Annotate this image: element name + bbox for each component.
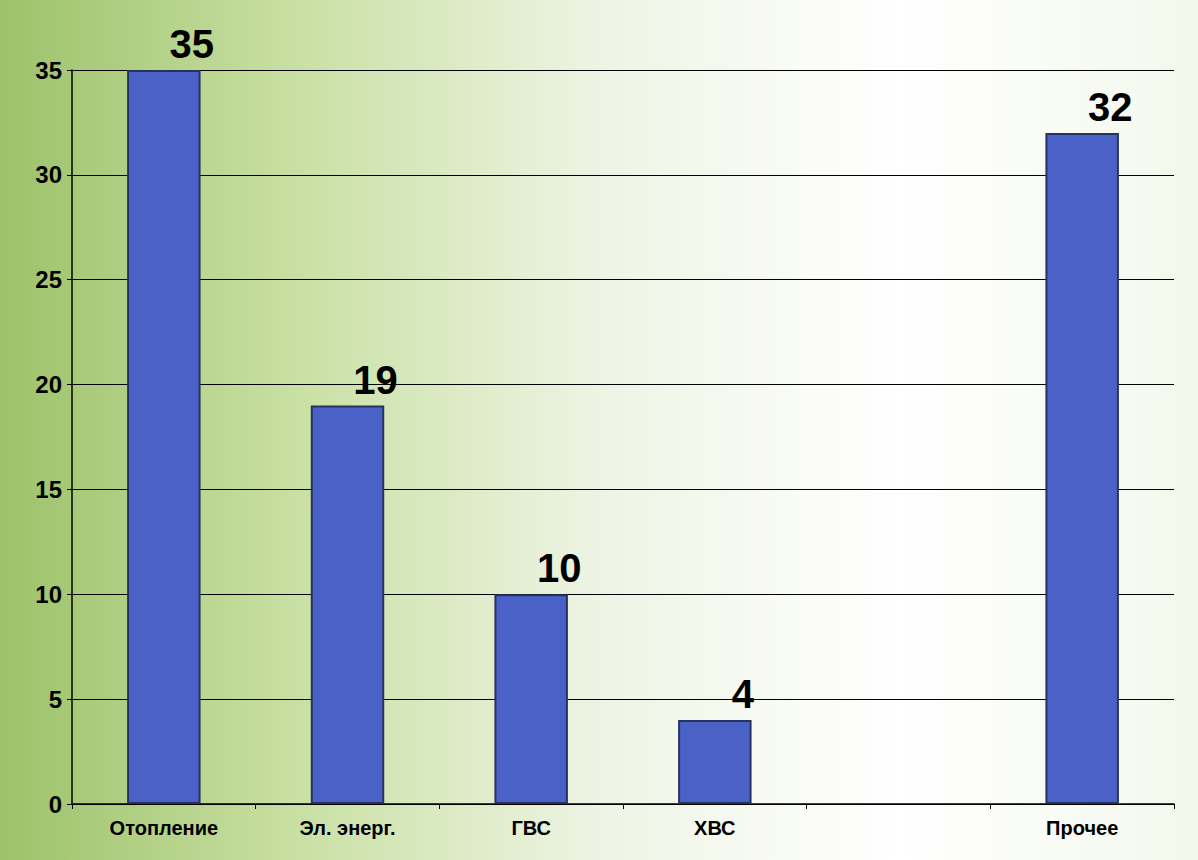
svg-text:35: 35 <box>35 57 62 84</box>
svg-text:ХВС: ХВС <box>694 817 735 839</box>
svg-text:19: 19 <box>353 358 398 402</box>
svg-text:Отопление: Отопление <box>110 817 218 839</box>
svg-text:0: 0 <box>49 791 62 818</box>
svg-text:4: 4 <box>732 672 755 716</box>
svg-text:15: 15 <box>35 476 62 503</box>
svg-text:25: 25 <box>35 266 62 293</box>
svg-text:10: 10 <box>537 546 582 590</box>
svg-text:Эл. энерг.: Эл. энерг. <box>300 817 396 839</box>
svg-text:32: 32 <box>1088 85 1133 129</box>
svg-text:ГВС: ГВС <box>511 817 550 839</box>
svg-text:5: 5 <box>49 686 62 713</box>
svg-text:Прочее: Прочее <box>1046 817 1118 839</box>
svg-text:10: 10 <box>35 581 62 608</box>
svg-text:30: 30 <box>35 161 62 188</box>
svg-text:20: 20 <box>35 371 62 398</box>
svg-text:35: 35 <box>170 22 215 66</box>
